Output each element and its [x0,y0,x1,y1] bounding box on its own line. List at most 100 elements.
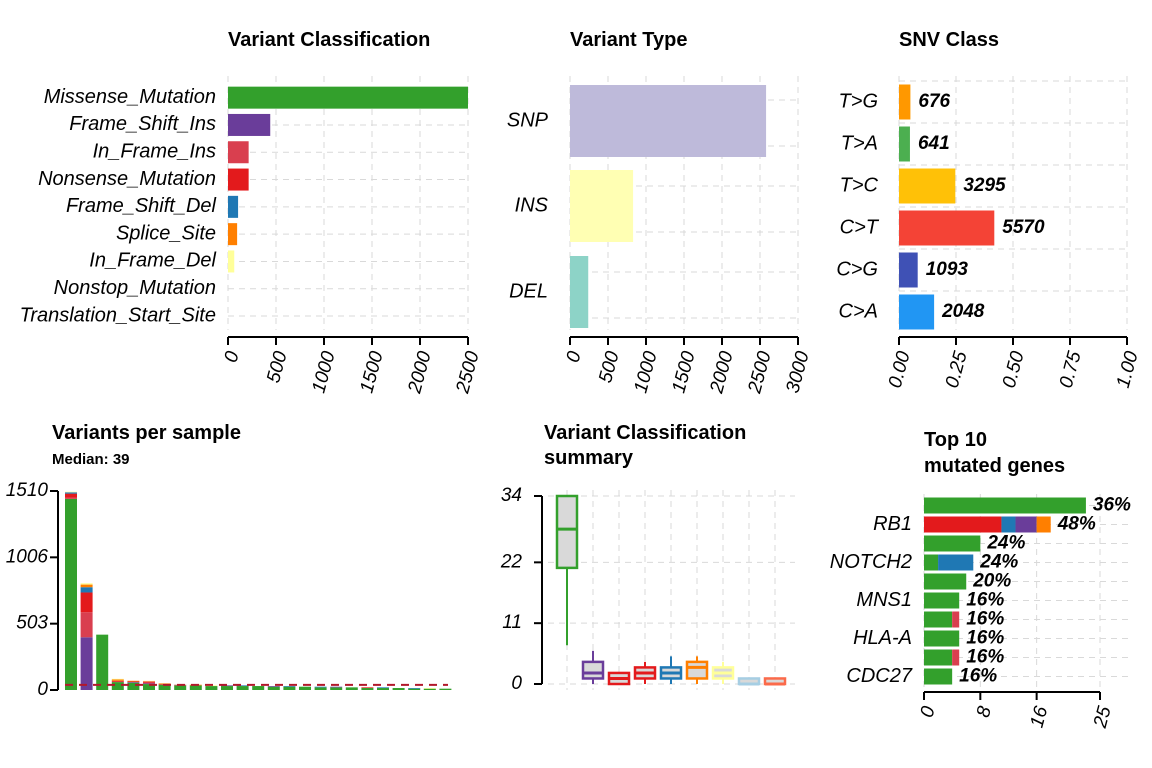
bar-snv-class [899,210,995,246]
category-label: INS [515,194,549,216]
sample-bar-segment [143,681,155,683]
sample-bar-segment [111,682,124,690]
bar-snv-class [899,294,935,330]
sample-bar-segment [205,686,218,690]
x-tick-label: 25 [1090,704,1116,731]
x-tick-label: 3000 [782,349,813,396]
sample-bar-segment [158,683,171,685]
top-genes-title-line: Top 10 [924,429,987,451]
bar-in_frame_del [228,250,235,273]
sample-bar-segment [314,686,327,688]
x-tick-label: 0.25 [942,349,972,391]
sample-bar-segment [143,682,155,684]
sample-bar-segment [111,681,124,683]
x-tick-label: 0 [221,349,244,365]
sample-bar-segment [111,680,124,682]
x-tick-label: 0 [563,349,586,365]
gene-percent-label: 24% [979,552,1018,573]
x-tick-label: 1.00 [1113,349,1143,391]
sample-bar-segment [221,686,233,690]
box [685,660,709,680]
variant-classification-title: Variant Classification [228,29,430,51]
bar-snv-class [899,126,910,162]
x-tick-label: 0.00 [885,349,915,391]
x-tick-label: 16 [1027,704,1053,730]
y-tick-label: 22 [500,551,523,572]
x-tick-label: 500 [263,349,292,385]
gene-percent-label: 48% [1057,514,1096,535]
sample-bar-segment [361,687,374,689]
sample-bar-segment [423,688,436,690]
category-label: Missense_Mutation [44,86,216,108]
box [581,660,605,680]
category-label: T>A [841,132,878,154]
gene-percent-label: 16% [966,628,1004,649]
sample-bar-segment [330,686,343,688]
gene-name-label: CDC27 [846,665,912,687]
snv-class-title: SNV Class [899,29,999,51]
sample-bar-segment [345,687,358,690]
variants-per-sample-panel: Variants per sample Median: 39 0 503 1006 151… [6,422,452,700]
x-tick-label: 1000 [630,349,661,396]
gene-bar-segment [924,554,939,571]
bar-snp [570,85,767,157]
bar-nonsense_mutation [228,168,249,191]
sample-bar-segment [377,687,389,689]
box [555,494,579,570]
median-label: Median: 39 [52,451,130,468]
x-tick-label: 2000 [404,349,436,397]
sample-bar-segment [377,688,389,690]
summary-title-line: summary [544,447,634,469]
sample-bar-segment [127,682,140,683]
sample-bar-segment [283,686,296,687]
variants-per-sample-title: Variants per sample [52,422,241,444]
sample-bar-segment [189,685,202,690]
sample-bar-segment [111,678,124,680]
sample-bar-segment [143,683,155,685]
bar-in_frame_ins [228,141,249,164]
sample-bar-segment [80,583,93,585]
gene-percent-label: 16% [966,609,1004,630]
sample-bar-segment [174,685,187,690]
summary-title-line: Variant Classification [544,422,746,444]
sample-bar-segment [299,686,311,690]
sample-bar-segment [314,687,327,690]
sample-bar-segment [439,688,452,690]
bar-del [570,256,589,328]
sample-bar-segment [392,688,405,690]
gene-percent-label: 20% [972,571,1011,592]
bar-ins [570,170,634,242]
sample-bar-segment [65,493,77,498]
x-tick-label: 1500 [356,349,387,396]
category-label: Splice_Site [116,222,216,244]
x-tick-label: 8 [973,704,996,720]
sample-bar-segment [283,686,296,690]
sample-bar-segment [80,612,93,638]
sample-bar-segment [408,688,421,689]
sample-bar-segment [143,684,155,690]
category-label: In_Frame_Del [89,250,216,272]
y-tick-label: 11 [502,612,522,633]
sample-bar-segment [96,634,109,690]
gene-bar-segment [924,573,967,590]
x-tick-label: 0.50 [999,349,1029,391]
sample-bar-segment [127,681,140,683]
gene-bar-segment [952,649,960,666]
variant-classification-panel: Variant Classification Missense_Mutation F… [20,29,484,396]
variant-type-title: Variant Type [570,29,687,51]
gene-bar-segment [1015,516,1037,533]
gene-bar-segment [1036,516,1051,533]
sample-bar-segment [80,587,93,593]
gene-bar-segment [924,611,953,628]
y-tick-label: 503 [16,613,48,634]
sample-bar-segment [236,686,249,690]
gene-percent-label: 16% [966,647,1004,668]
category-label: T>C [840,174,879,196]
category-label: Nonsense_Mutation [38,168,216,190]
category-label: In_Frame_Ins [93,141,216,163]
sample-bar-segment [361,688,374,690]
sample-bar-segment [111,679,124,681]
gene-name-label: NOTCH2 [830,551,912,573]
